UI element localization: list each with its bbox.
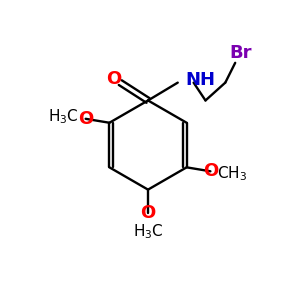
Text: NH: NH bbox=[186, 71, 216, 89]
Text: O: O bbox=[106, 70, 121, 88]
Text: O: O bbox=[140, 204, 156, 222]
Text: Br: Br bbox=[229, 44, 251, 62]
Text: O: O bbox=[78, 110, 93, 128]
Text: CH$_3$: CH$_3$ bbox=[217, 164, 247, 183]
Text: O: O bbox=[203, 162, 218, 180]
Text: H$_3$C: H$_3$C bbox=[133, 222, 164, 241]
Text: H$_3$C: H$_3$C bbox=[49, 107, 79, 126]
